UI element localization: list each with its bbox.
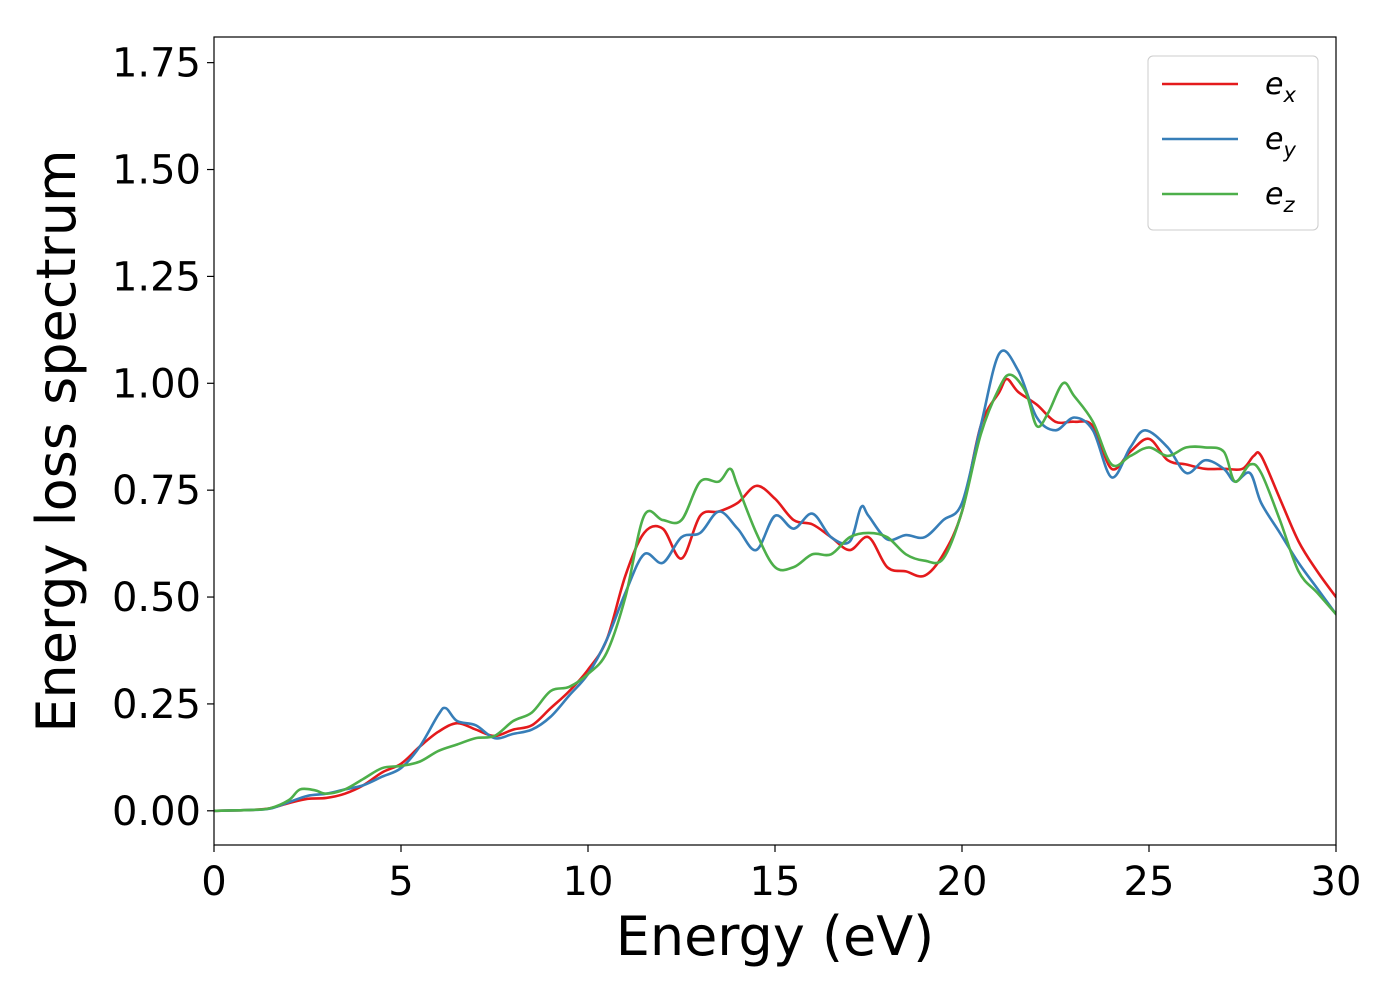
x-tick-label: 25 bbox=[1124, 859, 1175, 905]
x-tick-label: 20 bbox=[937, 859, 988, 905]
legend: ex ey ez bbox=[1147, 55, 1319, 231]
legend-label-e-z: ez bbox=[1265, 177, 1295, 217]
series-line-e-y bbox=[214, 349, 1336, 813]
x-axis-title: Energy (eV) bbox=[616, 905, 935, 968]
series-layer bbox=[214, 349, 1336, 813]
y-tick-label: 0.25 bbox=[112, 682, 201, 728]
series-line-e-z bbox=[214, 373, 1336, 813]
legend-label-e-y: ey bbox=[1265, 122, 1296, 162]
x-tick-label: 10 bbox=[563, 859, 614, 905]
y-tick-label: 0.50 bbox=[112, 575, 201, 621]
y-tick-label: 0.75 bbox=[112, 468, 201, 514]
y-axis-title: Energy loss spectrum bbox=[25, 149, 88, 732]
y-tick-label: 0.00 bbox=[112, 789, 201, 835]
x-axis: 0 5 10 15 20 25 30 bbox=[201, 845, 1361, 905]
x-tick-label: 0 bbox=[201, 859, 226, 905]
y-tick-label: 1.75 bbox=[112, 41, 201, 87]
y-tick-label: 1.25 bbox=[112, 254, 201, 300]
x-tick-label: 15 bbox=[750, 859, 801, 905]
legend-label-e-x: ex bbox=[1265, 67, 1296, 107]
y-axis: 0.00 0.25 0.50 0.75 1.00 1.25 1.50 1.75 bbox=[112, 41, 214, 835]
x-tick-label: 5 bbox=[388, 859, 413, 905]
legend-box bbox=[1147, 55, 1319, 231]
x-tick-label: 30 bbox=[1311, 859, 1362, 905]
y-tick-label: 1.00 bbox=[112, 361, 201, 407]
y-tick-label: 1.50 bbox=[112, 148, 201, 194]
